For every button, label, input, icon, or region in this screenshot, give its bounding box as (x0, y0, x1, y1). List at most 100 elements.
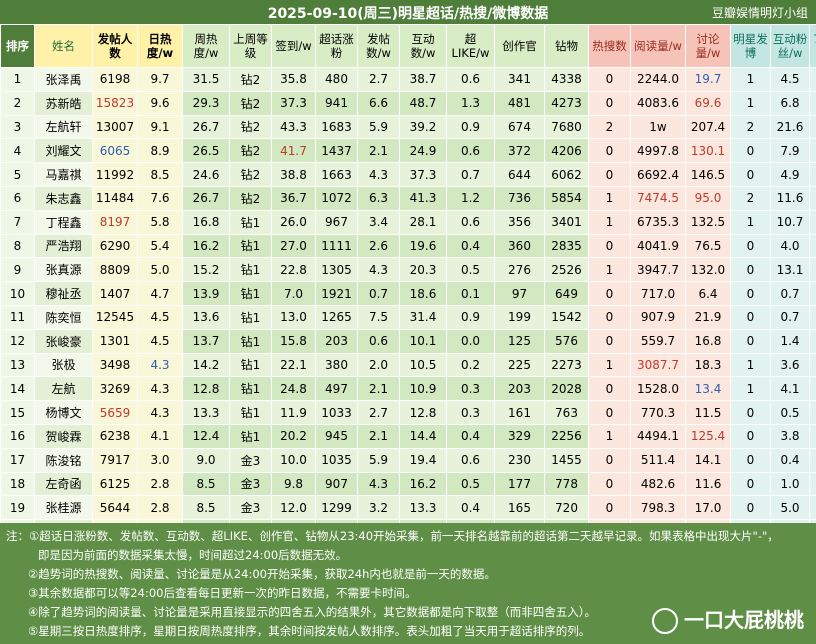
column-header[interactable]: 日热度/w (137, 24, 183, 68)
table-row: 17 陈浚铭 7917 3.0 9.0 金3 10.0 1035 5.9 19.4 0.6 230 14… (0, 447, 816, 473)
table-cell: 1542 (544, 304, 589, 330)
table-cell: 11.5 (685, 400, 731, 425)
table-row: 18 左奇函 6125 2.8 8.5 金3 9.8 907 4.3 16.2 0.5 177 778 0… (0, 471, 816, 497)
table-cell: 207.4 (685, 114, 731, 140)
table-cell: 199 (494, 304, 545, 330)
table-cell: 6.6 (357, 90, 400, 116)
table-cell: 497 (315, 376, 358, 402)
note-line-1: 注：①超话日涨粉数、发帖数、互动数、超LIKE、创作官、钻物从23:40开始采集… (6, 529, 779, 543)
table-row: 1 张泽禹 6198 9.7 31.5 钻2 35.8 480 2.7 38.7 0.6 341 433… (0, 67, 816, 92)
column-header[interactable]: 超话涨粉 (315, 24, 358, 68)
column-header[interactable]: 签到/w (271, 24, 316, 68)
table-cell: 125.4 (685, 423, 731, 449)
table-cell: 0 (588, 376, 631, 402)
table-cell: 0 (588, 233, 631, 259)
table-cell: 8.9 (137, 138, 183, 164)
column-header[interactable]: 明星发博 (730, 24, 771, 68)
table-cell: 13.7 (182, 328, 230, 354)
table-cell: 2.0 (357, 352, 400, 378)
table-cell: 1455 (544, 447, 589, 473)
table-cell: 576 (544, 328, 589, 354)
table-cell: 736 (494, 185, 545, 211)
table-cell: 1.8 (809, 495, 816, 521)
watermark-text: 一口大屁桃桃 (684, 607, 804, 632)
table-cell: 1299 (315, 495, 358, 521)
table-cell: 5854 (544, 185, 589, 211)
table-cell: 1528.0 (630, 376, 686, 402)
column-header[interactable]: 7日涨粉/w (809, 24, 816, 68)
table-cell: 0 (588, 67, 631, 92)
table-row: 14 左航 3269 4.3 12.8 钻1 24.8 497 2.1 10.9 0.3 203 202… (0, 376, 816, 402)
table-cell: 17 (0, 447, 35, 473)
table-cell: 0.6 (446, 67, 495, 92)
table-cell: 6 (0, 185, 35, 211)
table-cell: 20.2 (271, 423, 316, 449)
table-cell: 1 (588, 209, 631, 235)
table-cell: 1035 (315, 447, 358, 473)
table-cell: 钻1 (229, 233, 272, 259)
table-cell: 230 (494, 447, 545, 473)
column-header[interactable]: 互动数/w (399, 24, 447, 68)
column-header[interactable]: 钻物 (544, 24, 589, 68)
table-cell: 2 (730, 114, 771, 140)
column-header[interactable]: 发帖数/w (357, 24, 400, 68)
table-cell: 48.7 (399, 90, 447, 116)
table-cell: 38.8 (271, 162, 316, 187)
table-cell: 6735.3 (630, 209, 686, 235)
table-cell: 0 (730, 447, 771, 473)
table-cell: 6238 (92, 423, 138, 449)
table-row: 19 张桂源 5644 2.8 8.5 金3 12.0 1299 3.2 13.3 0.4 165 72… (0, 495, 816, 521)
table-cell: 15.8 (271, 328, 316, 354)
table-cell: 16.2 (399, 471, 447, 497)
table-cell: 金3 (229, 495, 272, 521)
table-cell: 0 (730, 304, 771, 330)
table-cell: 97 (494, 281, 545, 306)
table-cell: 130.1 (685, 138, 731, 164)
table-cell: 13.9 (182, 281, 230, 306)
column-header[interactable]: 周热度/w (182, 24, 230, 68)
column-header[interactable]: 讨论量/w (685, 24, 731, 68)
table-cell: 0.7 (446, 162, 495, 187)
star-name-cell: 张峻豪 (34, 328, 93, 354)
table-cell: 720 (544, 495, 589, 521)
table-cell: 6062 (544, 162, 589, 187)
column-header[interactable]: 热搜数 (588, 24, 631, 68)
table-cell: 1w (630, 114, 686, 140)
column-header[interactable]: 上周等级 (229, 24, 272, 68)
table-cell: 17.0 (685, 495, 731, 521)
brand-label: 豆瓣娱情明灯小组 (711, 6, 808, 20)
column-header[interactable]: 姓名 (34, 24, 93, 68)
column-header[interactable]: 发帖人数 (92, 24, 138, 68)
table-row: 13 张极 3498 4.3 14.2 钻1 22.1 380 2.0 10.5 0.2 225 227… (0, 352, 816, 378)
table-cell: 0.4 (770, 447, 810, 473)
column-header[interactable]: 创作官 (494, 24, 545, 68)
table-cell: 钻2 (229, 138, 272, 164)
table-cell: 2 (0, 90, 35, 116)
table-cell: 2.7 (809, 209, 816, 235)
table-cell: 钻1 (229, 209, 272, 235)
column-header[interactable]: 互动粉丝/w (770, 24, 810, 68)
table-cell: 2256 (544, 423, 589, 449)
table-cell: 1 (0, 67, 35, 92)
table-cell: 8809 (92, 257, 138, 283)
title-bar: 2025-09-10(周三)明星超话/热搜/微博数据 豆瓣娱情明灯小组 (0, 0, 816, 24)
table-cell: 钻2 (229, 162, 272, 187)
table-cell: 2.8 (137, 471, 183, 497)
table-cell: 37.3 (271, 90, 316, 116)
table-cell: 1 (588, 352, 631, 378)
table-cell: 5.0 (137, 257, 183, 283)
column-header[interactable]: 阅读量/w (630, 24, 686, 68)
table-cell: 18.3 (685, 352, 731, 378)
column-header[interactable]: 排序 (0, 24, 35, 68)
table-cell: 674 (494, 114, 545, 140)
table-cell: 0 (730, 471, 771, 497)
table-cell: 3.2 (809, 304, 816, 330)
table-cell: 钻2 (229, 114, 272, 140)
table-cell: 0 (730, 495, 771, 521)
table-cell: 0 (588, 471, 631, 497)
column-header[interactable]: 超LIKE/w (446, 24, 495, 68)
table-cell: 10.7 (770, 209, 810, 235)
note-line-2: 即是因为前面的数据采集太慢，时间超过24:00后数据无效。 (38, 548, 348, 562)
table-cell: 钻1 (229, 257, 272, 283)
table-cell: 511.4 (630, 447, 686, 473)
